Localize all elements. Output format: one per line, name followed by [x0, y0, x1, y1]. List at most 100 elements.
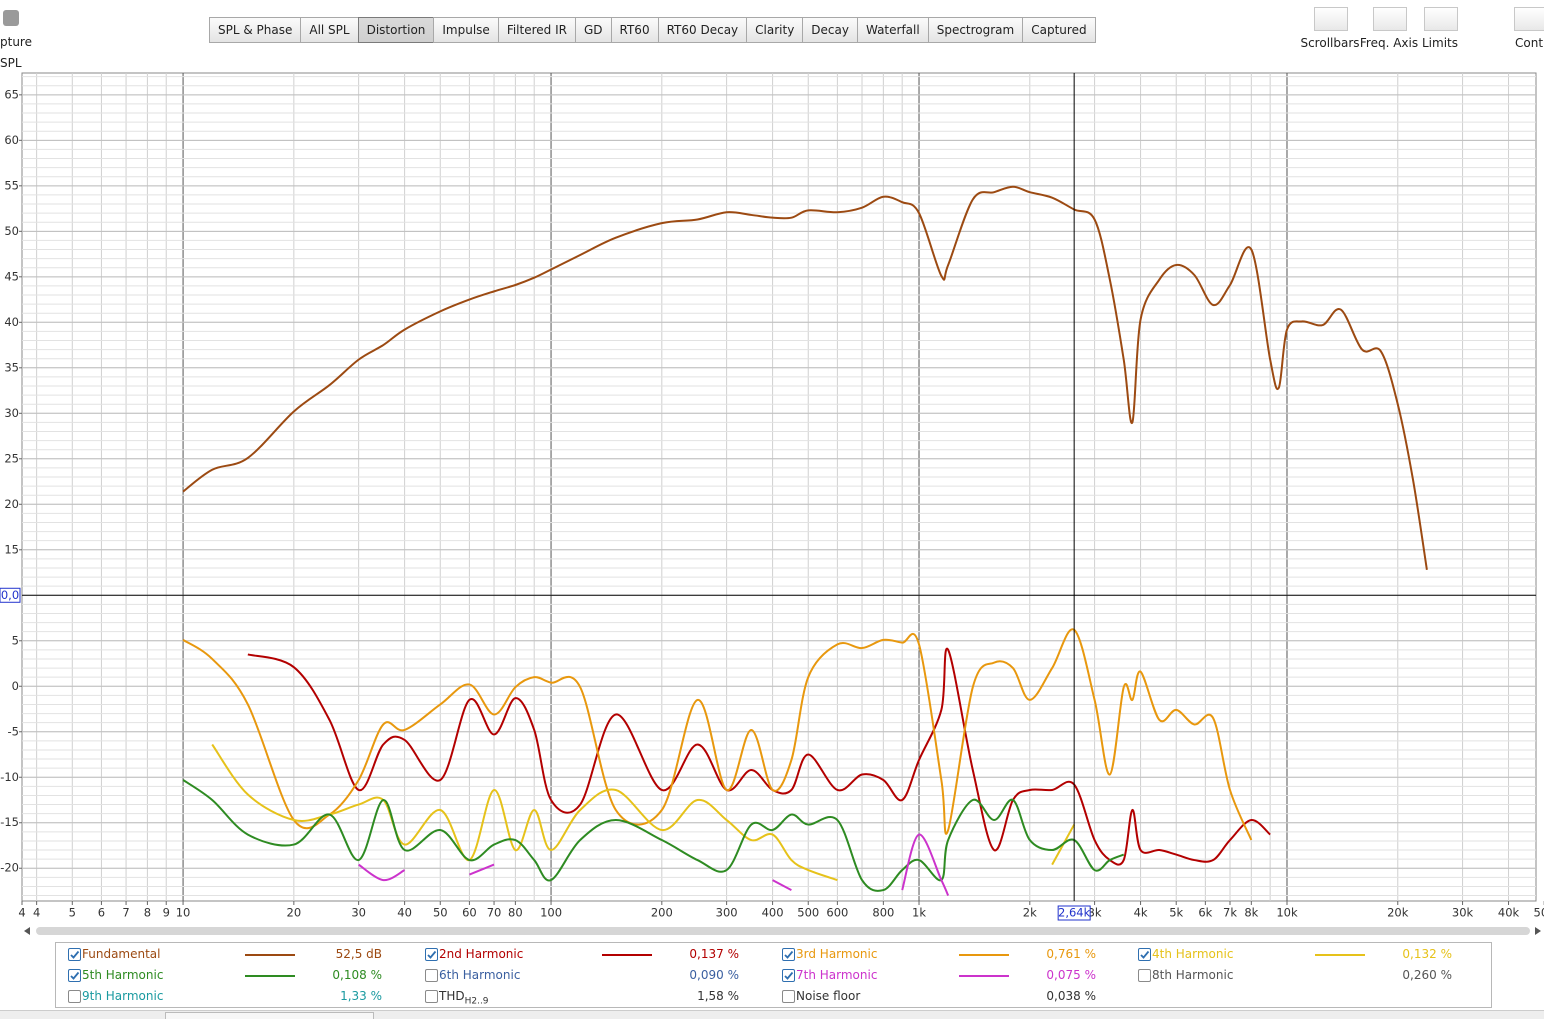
- y-tick-label: 15: [4, 542, 19, 556]
- legend-name[interactable]: 6th Harmonic: [439, 968, 521, 982]
- tool-icon[interactable]: [1424, 7, 1458, 31]
- x-tick-label: 1k: [912, 906, 926, 920]
- legend-checkbox[interactable]: [68, 990, 81, 1003]
- y-tick-label: 5: [12, 633, 19, 647]
- tab[interactable]: Distortion: [357, 17, 435, 43]
- tab[interactable]: Captured: [1022, 17, 1096, 43]
- check-mark: [70, 950, 80, 959]
- legend-checkbox[interactable]: [68, 969, 81, 982]
- x-tick-label: 800: [872, 906, 894, 920]
- legend-checkbox[interactable]: [1138, 948, 1151, 961]
- legend-panel: Fundamental 52,5 dB 2nd Harmonic 0,137 % 3rd…: [55, 942, 1492, 1008]
- legend-name[interactable]: THDH2..9: [439, 989, 489, 1007]
- scroll-right-arrow[interactable]: [1535, 927, 1541, 935]
- legend-checkbox[interactable]: [425, 948, 438, 961]
- tool-label[interactable]: Contr: [1515, 36, 1544, 50]
- check-mark: [70, 971, 80, 980]
- curves: [182, 185, 1428, 896]
- x-tick-label: 6k: [1198, 906, 1212, 920]
- legend-swatch: [602, 954, 652, 956]
- y-tick-label: 45: [4, 269, 19, 283]
- x-tick-label: 9: [163, 906, 170, 920]
- tab[interactable]: All SPL: [300, 17, 359, 43]
- check-mark: [784, 971, 794, 980]
- legend-readout: 0,132 %: [1402, 947, 1452, 961]
- legend-name[interactable]: 8th Harmonic: [1152, 968, 1234, 982]
- tab[interactable]: SPL & Phase: [209, 17, 302, 43]
- x-tick-label: 30: [351, 906, 366, 920]
- legend-swatch: [245, 975, 295, 977]
- legend-readout: 1,33 %: [340, 989, 382, 1003]
- legend-name[interactable]: 7th Harmonic: [796, 968, 878, 982]
- x-tick-label: 50: [433, 906, 448, 920]
- legend-checkbox[interactable]: [68, 948, 81, 961]
- legend-name[interactable]: Noise floor: [796, 989, 861, 1003]
- tool-icon[interactable]: [1373, 7, 1407, 31]
- x-tick-label: 20: [287, 906, 302, 920]
- curve: [182, 185, 1428, 570]
- check-mark: [784, 950, 794, 959]
- legend-readout: 0,137 %: [689, 947, 739, 961]
- x-tick-label: 20k: [1387, 906, 1409, 920]
- capture-label[interactable]: pture: [0, 35, 32, 49]
- legend-checkbox[interactable]: [425, 969, 438, 982]
- x-tick-label: 10: [176, 906, 191, 920]
- scroll-track[interactable]: [36, 927, 1530, 935]
- legend-name[interactable]: 2nd Harmonic: [439, 947, 524, 961]
- y-axis-label: SPL: [0, 56, 22, 70]
- tool-label[interactable]: Limits: [1422, 36, 1458, 50]
- legend-name[interactable]: 3rd Harmonic: [796, 947, 878, 961]
- curve: [182, 628, 1253, 841]
- check-mark: [427, 950, 437, 959]
- legend-name[interactable]: 5th Harmonic: [82, 968, 164, 982]
- tool-label[interactable]: Scrollbars: [1300, 36, 1360, 50]
- x-tick-label: 40: [397, 906, 412, 920]
- tool-label[interactable]: Freq. Axis: [1359, 36, 1419, 50]
- legend-name[interactable]: Fundamental: [82, 947, 161, 961]
- x-tick-label: 8k: [1244, 906, 1258, 920]
- tab-bar: SPL & Phase All SPL Distortion Impulse Filte…: [209, 17, 1096, 43]
- x-tick-label: 3k: [1088, 906, 1102, 920]
- tab[interactable]: Impulse: [433, 17, 499, 43]
- legend-checkbox[interactable]: [782, 969, 795, 982]
- legend-checkbox[interactable]: [782, 990, 795, 1003]
- y-tick-label: -10: [0, 770, 19, 784]
- scroll-left-arrow[interactable]: [24, 927, 30, 935]
- y-tick-label: -20: [0, 861, 19, 875]
- x-tick-label: 80: [508, 906, 523, 920]
- cursor-y-box: [0, 587, 21, 603]
- tab[interactable]: Waterfall: [856, 17, 929, 43]
- legend-checkbox[interactable]: [782, 948, 795, 961]
- legend-swatch: [959, 975, 1009, 977]
- legend-readout: 52,5 dB: [335, 947, 382, 961]
- y-tick-label: 0: [12, 679, 19, 693]
- legend-checkbox[interactable]: [1138, 969, 1151, 982]
- tab[interactable]: RT60: [610, 17, 659, 43]
- legend-checkbox[interactable]: [425, 990, 438, 1003]
- tab[interactable]: Decay: [802, 17, 858, 43]
- tab[interactable]: Spectrogram: [927, 17, 1024, 43]
- x-tick-label: 60: [462, 906, 477, 920]
- tool-icon[interactable]: [1314, 7, 1348, 31]
- legend-name-sub: H2..9: [464, 996, 489, 1007]
- capture-icon[interactable]: [3, 10, 19, 26]
- legend-readout: 0,108 %: [332, 968, 382, 982]
- x-tick-label: 5k: [1169, 906, 1183, 920]
- x-tick-label: 200: [651, 906, 673, 920]
- tab[interactable]: Clarity: [746, 17, 804, 43]
- x-tick-label: 6: [98, 906, 105, 920]
- legend-swatch: [1315, 954, 1365, 956]
- legend-name[interactable]: 9th Harmonic: [82, 989, 164, 1003]
- legend-readout: 0,761 %: [1046, 947, 1096, 961]
- y-tick-label: -15: [0, 815, 19, 829]
- legend-readout: 0,260 %: [1402, 968, 1452, 982]
- legend-name[interactable]: 4th Harmonic: [1152, 947, 1234, 961]
- tool-icon[interactable]: [1514, 7, 1544, 31]
- tab[interactable]: GD: [574, 17, 612, 43]
- x-tick-label: 10k: [1276, 906, 1298, 920]
- tab[interactable]: Filtered IR: [497, 17, 576, 43]
- tab[interactable]: RT60 Decay: [657, 17, 748, 43]
- x-tick-label: 100: [540, 906, 562, 920]
- cursor-y-readout: 0,0: [1, 588, 19, 602]
